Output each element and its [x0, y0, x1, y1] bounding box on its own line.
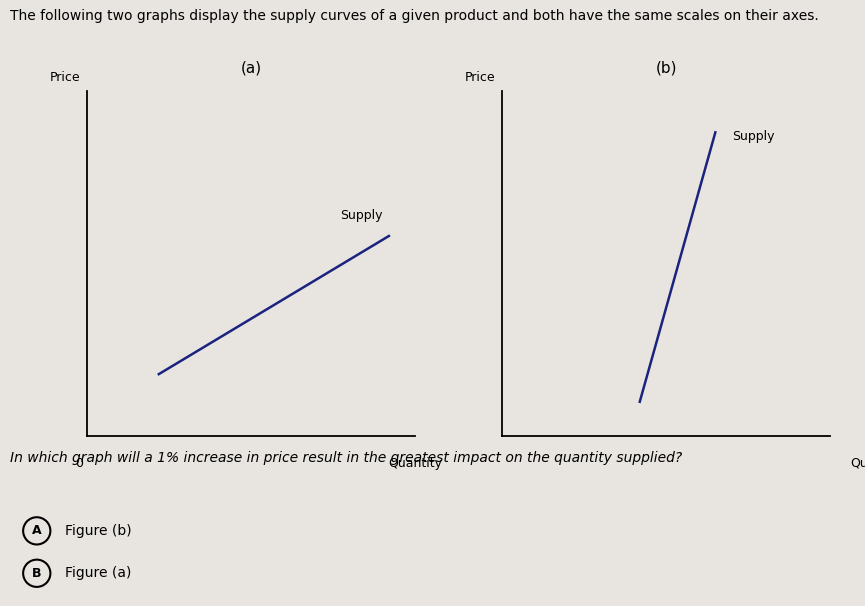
Text: (a): (a): [240, 61, 261, 76]
Text: 0: 0: [75, 457, 83, 470]
Text: In which graph will a 1% increase in price result in the greatest impact on the : In which graph will a 1% increase in pri…: [10, 451, 682, 465]
Text: Figure (a): Figure (a): [65, 566, 131, 581]
Text: Price: Price: [49, 71, 80, 84]
Text: Quantity: Quantity: [850, 457, 865, 470]
Text: Price: Price: [465, 71, 495, 84]
Text: Quantity: Quantity: [388, 457, 442, 470]
Text: Supply: Supply: [340, 209, 382, 222]
Text: The following two graphs display the supply curves of a given product and both h: The following two graphs display the sup…: [10, 9, 819, 23]
Text: (b): (b): [656, 61, 676, 76]
Text: A: A: [32, 524, 42, 538]
Text: Figure (b): Figure (b): [65, 524, 131, 538]
Text: Supply: Supply: [732, 130, 774, 142]
Text: B: B: [32, 567, 42, 580]
